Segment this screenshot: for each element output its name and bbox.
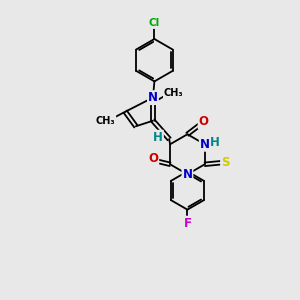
Text: CH₃: CH₃ bbox=[164, 88, 183, 98]
Text: N: N bbox=[148, 91, 158, 104]
Text: F: F bbox=[183, 217, 191, 230]
Text: Cl: Cl bbox=[149, 18, 160, 28]
Text: O: O bbox=[199, 116, 208, 128]
Text: N: N bbox=[200, 138, 210, 151]
Text: S: S bbox=[221, 156, 230, 169]
Text: H: H bbox=[153, 131, 163, 144]
Text: O: O bbox=[148, 152, 158, 166]
Text: H: H bbox=[210, 136, 220, 149]
Text: N: N bbox=[182, 168, 192, 181]
Text: CH₃: CH₃ bbox=[96, 116, 116, 126]
